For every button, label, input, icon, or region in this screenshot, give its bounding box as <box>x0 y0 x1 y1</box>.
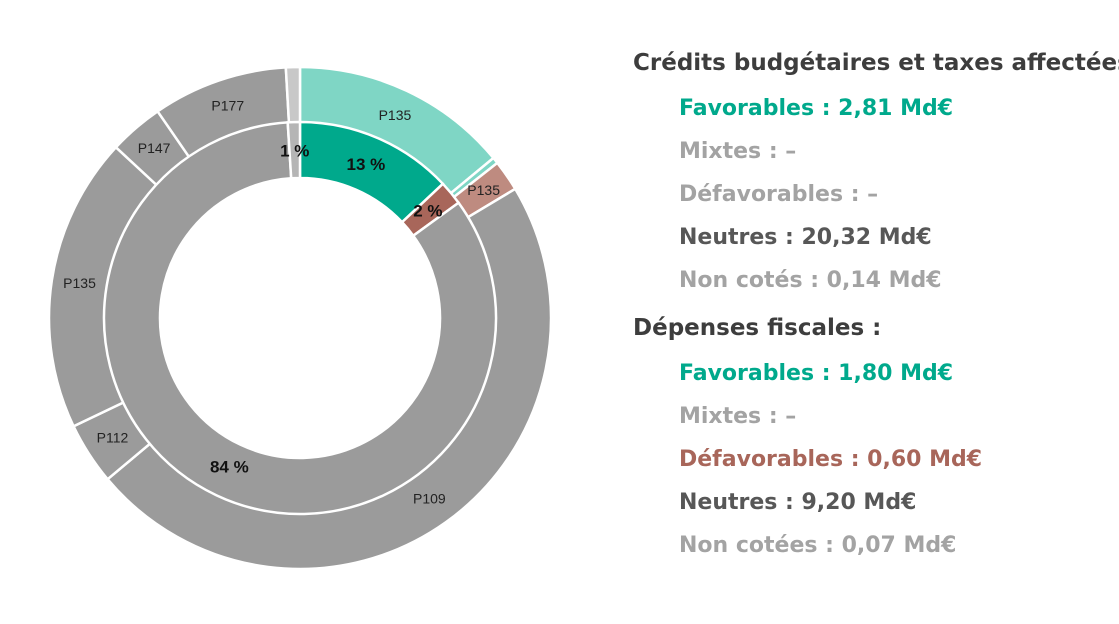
outer-label-2-p135: P135 <box>467 182 500 198</box>
outer-label-4-p112: P112 <box>97 429 129 445</box>
legend-group-credits: Crédits budgétaires et taxes affectées :… <box>633 50 1119 311</box>
legend-item-depenses-defavorables: Défavorables : 0,60 Md€ <box>679 447 983 472</box>
inner-label-3-1: 1 % <box>280 142 309 161</box>
legend: Crédits budgétaires et taxes affectées :… <box>633 50 1119 576</box>
outer-label-5-p135: P135 <box>63 275 96 291</box>
outer-label-0-p135: P135 <box>379 107 412 123</box>
outer-label-6-p147: P147 <box>138 140 171 156</box>
inner-label-1-2: 2 % <box>413 202 442 221</box>
inner-slice-3-1 <box>286 120 302 180</box>
legend-item-depenses-favorables: Favorables : 1,80 Md€ <box>679 361 954 386</box>
inner-label-0-13: 13 % <box>347 155 386 174</box>
legend-item-depenses-neutres: Neutres : 9,20 Md€ <box>679 490 917 515</box>
legend-item-depenses-non-cotees: Non cotées : 0,07 Md€ <box>679 533 957 558</box>
legend-item-credits-neutres: Neutres : 20,32 Md€ <box>679 225 932 250</box>
outer-ring <box>47 65 553 571</box>
outer-label-7-p177: P177 <box>211 98 244 114</box>
legend-item-credits-mixtes: Mixtes : – <box>679 139 797 164</box>
legend-item-credits-non-cotes: Non cotés : 0,14 Md€ <box>679 268 942 293</box>
donut-chart: P135 P135 P109 P112 P135 P147 P177 13 % 2 % 84 % 1… <box>47 65 553 571</box>
legend-item-credits-defavorables: Défavorables : – <box>679 182 879 207</box>
legend-item-credits-favorables: Favorables : 2,81 Md€ <box>679 96 954 121</box>
legend-heading-credits: Crédits budgétaires et taxes affectées : <box>633 50 1119 76</box>
legend-group-depenses: Dépenses fiscales : Favorables : 1,80 Md… <box>633 315 1119 576</box>
inner-slice-2-84 <box>102 121 498 516</box>
ring-labels: P135 P135 P109 P112 P135 P147 P177 13 % 2 % 84 % 1… <box>63 98 500 507</box>
inner-label-2-84: 84 % <box>210 458 249 477</box>
outer-label-3-p109: P109 <box>413 490 446 506</box>
legend-heading-depenses: Dépenses fiscales : <box>633 315 882 341</box>
inner-ring <box>102 120 498 516</box>
legend-item-depenses-mixtes: Mixtes : – <box>679 404 797 429</box>
outer-slice-8-unlabeled <box>284 65 302 125</box>
